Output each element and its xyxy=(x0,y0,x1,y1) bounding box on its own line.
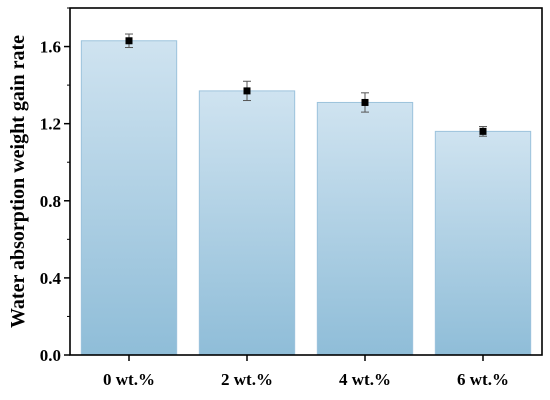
y-tick-label-4: 1.6 xyxy=(40,38,61,57)
y-tick-label-1: 0.4 xyxy=(40,269,62,288)
mean-marker-1 xyxy=(243,87,251,95)
error-bars-group xyxy=(125,33,487,137)
x-tick-label-0: 0 wt.% xyxy=(103,370,155,389)
x-tick-label-2: 4 wt.% xyxy=(339,370,391,389)
y-tick-label-0: 0.0 xyxy=(40,346,61,365)
bar-3 xyxy=(434,130,532,356)
x-tick-label-3: 6 wt.% xyxy=(457,370,509,389)
x-tick-label-1: 2 wt.% xyxy=(221,370,273,389)
bar-2 xyxy=(316,101,414,356)
axes-group xyxy=(69,7,543,356)
mean-marker-2 xyxy=(361,98,369,106)
mean-marker-3 xyxy=(479,127,487,135)
y-tick-label-3: 1.2 xyxy=(40,115,61,134)
y-ticks-group: 0.0 0.4 0.8 1.2 1.6 xyxy=(40,7,70,365)
bars-group xyxy=(80,40,532,356)
y-tick-label-2: 0.8 xyxy=(40,192,61,211)
bar-0 xyxy=(80,40,178,356)
mean-marker-0 xyxy=(125,37,133,45)
bar-1 xyxy=(198,90,296,356)
x-ticks-group: 0 wt.% 2 wt.% 4 wt.% 6 wt.% xyxy=(103,355,509,389)
y-axis-label: Water absorption weight gain rate xyxy=(7,35,29,328)
plot-frame xyxy=(69,7,543,356)
